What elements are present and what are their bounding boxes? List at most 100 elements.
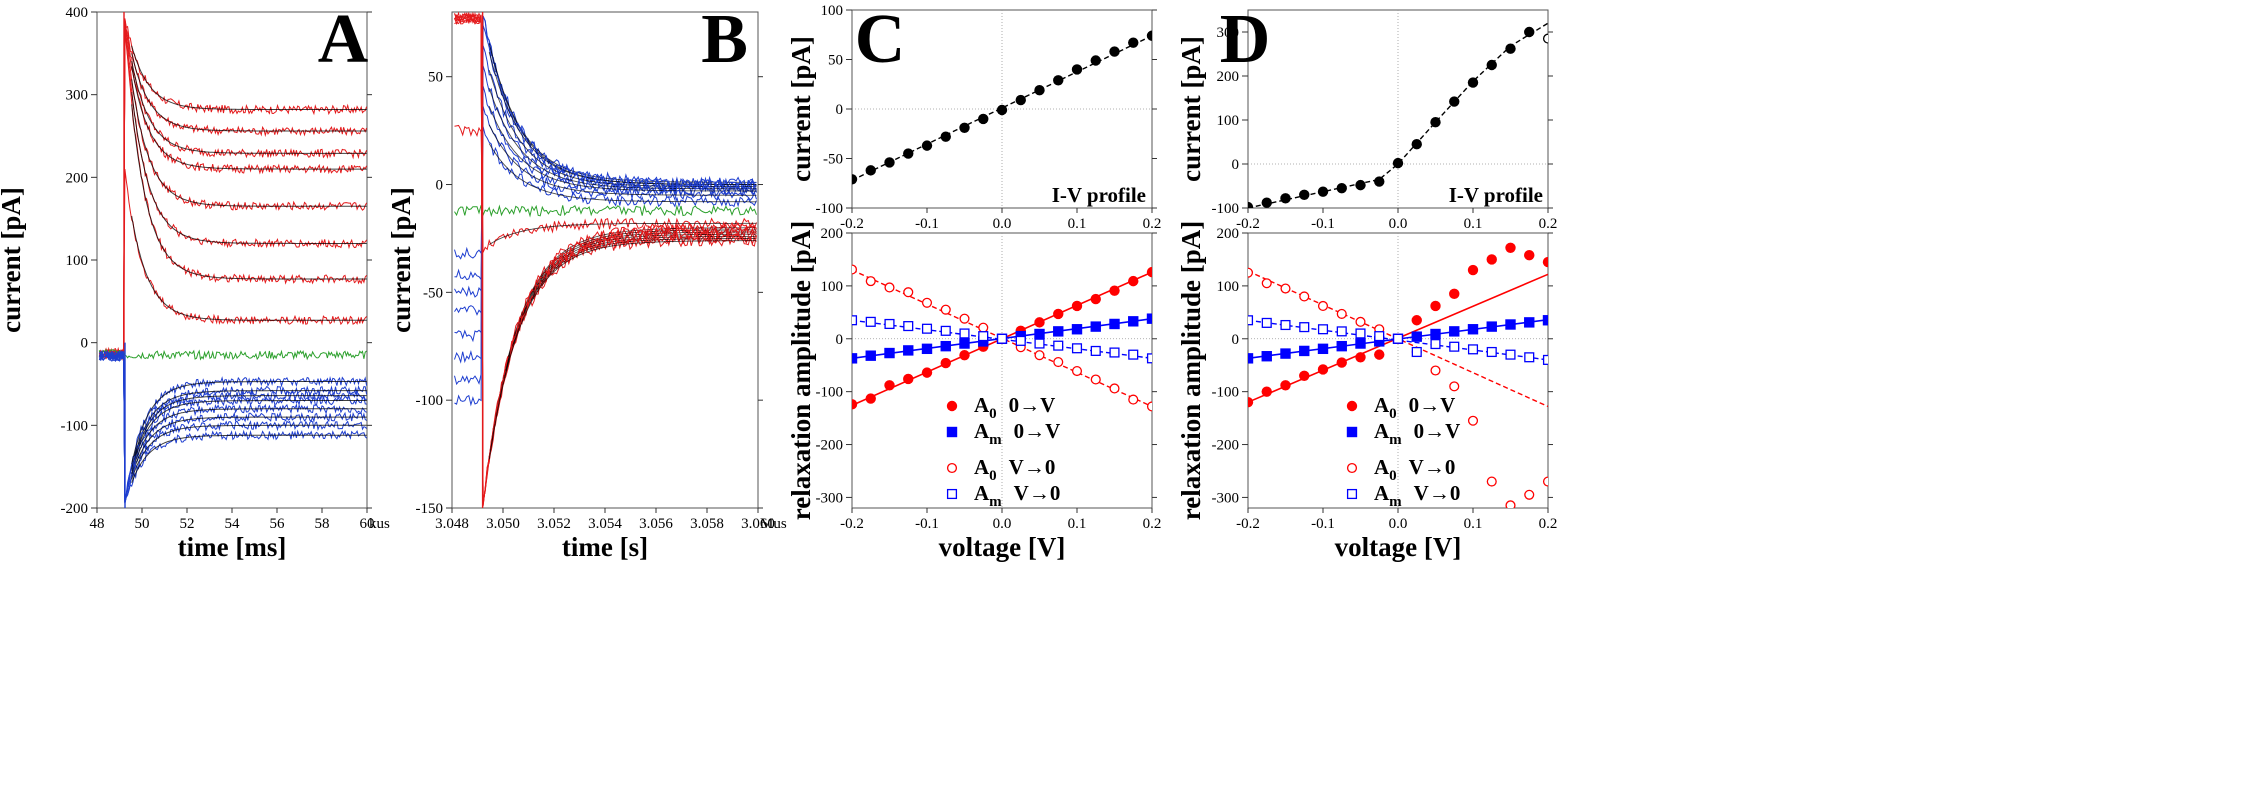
x-unit-tag: Mus: [760, 516, 787, 532]
relaxation-trace: [454, 203, 757, 218]
data-point-filled-square: [1317, 343, 1329, 355]
data-point-filled-circle: [940, 131, 951, 142]
current-trace: [98, 22, 367, 359]
y-tick-label: -100: [416, 393, 444, 409]
y-tick-label: 300: [66, 88, 89, 104]
y-tick-label: 200: [821, 226, 844, 242]
x-unit-tag: kus: [369, 516, 390, 532]
data-point-open-square: [865, 316, 876, 327]
legend-label: Am V→0: [974, 481, 1060, 510]
data-point-filled-circle: [865, 393, 876, 404]
data-point-filled-circle: [1109, 46, 1120, 57]
panel-letter-c: C: [855, 1, 906, 78]
y-tick-label: -100: [61, 418, 89, 434]
data-point-open-circle: [1449, 381, 1460, 392]
x-tick-label: 0.0: [993, 516, 1012, 532]
legend-label: A0 V→0: [974, 455, 1055, 484]
x-tick-label: 3.054: [588, 516, 622, 532]
fit-curve: [131, 79, 367, 207]
data-point-filled-circle: [1355, 352, 1366, 363]
fit-curve: [131, 92, 367, 244]
data-point-open-circle: [946, 462, 958, 474]
data-point-open-square: [940, 325, 951, 336]
data-point-open-circle: [1034, 350, 1045, 361]
data-point-filled-circle: [1411, 315, 1422, 326]
data-point-filled-circle: [1090, 55, 1101, 66]
legend-text: 0→V: [1414, 419, 1461, 443]
data-point-open-square: [1109, 347, 1120, 358]
data-point-filled-square: [1524, 317, 1535, 328]
y-tick-label: 0: [436, 178, 444, 194]
data-point-open-square: [959, 328, 970, 339]
data-point-filled-circle: [1374, 176, 1385, 187]
data-point-filled-circle: [1411, 139, 1422, 150]
x-tick-label: 0.0: [1389, 516, 1408, 532]
x-tick-label: 0.1: [1464, 216, 1483, 232]
y-tick-label: 200: [1217, 69, 1240, 85]
fit-curve: [488, 238, 757, 460]
data-point-filled-circle: [940, 357, 951, 369]
y-tick-label: 0: [1232, 332, 1240, 348]
legend-entry: Am 0→V: [1346, 419, 1461, 448]
data-point-filled-circle: [865, 165, 876, 176]
data-point-filled-circle: [1392, 157, 1404, 169]
legend-text: 0→V: [1009, 393, 1056, 417]
data-point-open-square: [1015, 335, 1026, 346]
legend-entry: Am V→0: [946, 481, 1060, 510]
data-point-filled-square: [852, 353, 858, 364]
relaxation-trace: [454, 106, 757, 281]
legend-subscript: 0: [1389, 406, 1397, 422]
x-tick-label: 0.0: [993, 216, 1012, 232]
y-tick-label: 50: [428, 70, 443, 86]
data-point-open-circle: [959, 313, 970, 324]
data-point-filled-circle: [959, 349, 970, 361]
panel-d-bottom: -300 -200 -100 0 100 200 -0.2 -0.1 0.0 0.1 0.2 rela…: [1176, 221, 1557, 562]
x-tick-label: 3.050: [486, 516, 520, 532]
data-point-filled-circle: [1299, 189, 1310, 200]
y-axis-label: relaxation amplitude [pA]: [1176, 221, 1206, 521]
data-point-open-circle: [1261, 278, 1272, 289]
data-point-open-square: [1374, 331, 1385, 342]
x-tick-label: 0.2: [1539, 216, 1558, 232]
data-point-filled-circle: [1280, 380, 1291, 391]
data-point-open-circle: [1542, 476, 1548, 487]
traces-b: [454, 12, 757, 508]
data-point-filled-square: [1411, 331, 1422, 342]
x-tick-label: 3.048: [435, 516, 469, 532]
data-point-filled-square: [1090, 321, 1101, 332]
series-group: [1248, 242, 1548, 508]
data-point-filled-square: [1449, 326, 1460, 337]
panel-b: -150 -100 -50 0 50 3.048 3.050 3.052 3.054 3.056 3…: [386, 1, 787, 562]
fit-curve: [488, 143, 757, 203]
data-point-open-square: [1261, 317, 1272, 328]
data-point-open-square: [1317, 324, 1329, 335]
x-tick-label: 48: [90, 516, 105, 532]
data-point-filled-circle: [996, 104, 1008, 116]
y-axis-label: current [pA]: [786, 36, 816, 182]
fit-curve: [131, 395, 367, 470]
data-point-open-square: [1128, 349, 1139, 360]
x-tick-label: 0.2: [1143, 216, 1162, 232]
data-point-open-square: [1053, 340, 1064, 351]
x-tick-label: 60: [360, 516, 375, 532]
data-point-filled-circle: [1261, 197, 1272, 208]
data-point-filled-square: [1505, 319, 1516, 330]
legend-text: V→0: [1409, 455, 1456, 479]
data-point-filled-square: [1299, 345, 1310, 357]
legend-label: Am 0→V: [974, 419, 1060, 448]
y-axis-label: relaxation amplitude [pA]: [786, 221, 816, 521]
x-axis-label: voltage [V]: [939, 532, 1066, 562]
x-tick-label: -0.1: [915, 516, 939, 532]
series-group: [1248, 22, 1548, 208]
y-tick-label: 0: [1232, 157, 1240, 173]
current-trace: [98, 349, 367, 504]
fit-curve: [131, 434, 367, 483]
legend-symbol: A: [974, 419, 990, 443]
fit-curve: [131, 215, 367, 321]
data-point-filled-circle: [921, 140, 933, 151]
data-point-open-circle: [1280, 283, 1291, 294]
y-tick-label: 400: [66, 5, 89, 21]
data-point-filled-circle: [1505, 242, 1516, 254]
